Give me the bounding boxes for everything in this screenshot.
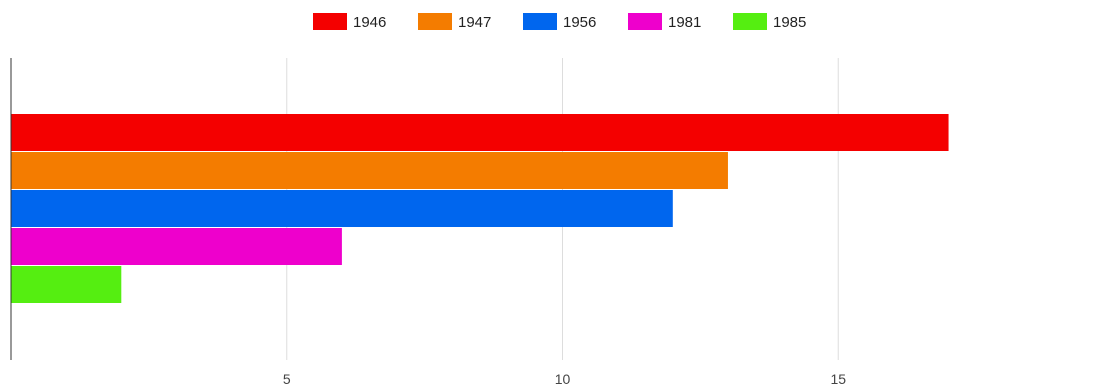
legend-item-1981[interactable]: 1981 (628, 13, 701, 31)
legend-item-1956[interactable]: 1956 (523, 13, 596, 31)
legend-swatch (313, 13, 347, 30)
legend-label: 1981 (668, 14, 701, 31)
legend-item-1946[interactable]: 1946 (313, 13, 386, 31)
bar-1956[interactable] (11, 190, 673, 227)
chart-bars (11, 114, 949, 303)
legend-label: 1985 (773, 14, 806, 31)
legend-item-1947[interactable]: 1947 (418, 13, 491, 31)
chart-legend: 1946 1947 1956 1981 1985 (313, 13, 806, 31)
legend-swatch (733, 13, 767, 30)
x-tick-label: 10 (555, 371, 571, 385)
bar-1985[interactable] (11, 266, 122, 303)
legend-swatch (418, 13, 452, 30)
bar-1947[interactable] (11, 152, 728, 189)
x-axis-tick-labels: 5 10 15 (283, 371, 846, 385)
x-tick-label: 15 (830, 371, 846, 385)
bar-1981[interactable] (11, 228, 342, 265)
legend-item-1985[interactable]: 1985 (733, 13, 806, 31)
legend-swatch (628, 13, 662, 30)
legend-label: 1946 (353, 14, 386, 31)
legend-label: 1947 (458, 14, 491, 31)
legend-label: 1956 (563, 14, 596, 31)
x-tick-label: 5 (283, 371, 291, 385)
bar-1946[interactable] (11, 114, 949, 151)
legend-swatch (523, 13, 557, 30)
